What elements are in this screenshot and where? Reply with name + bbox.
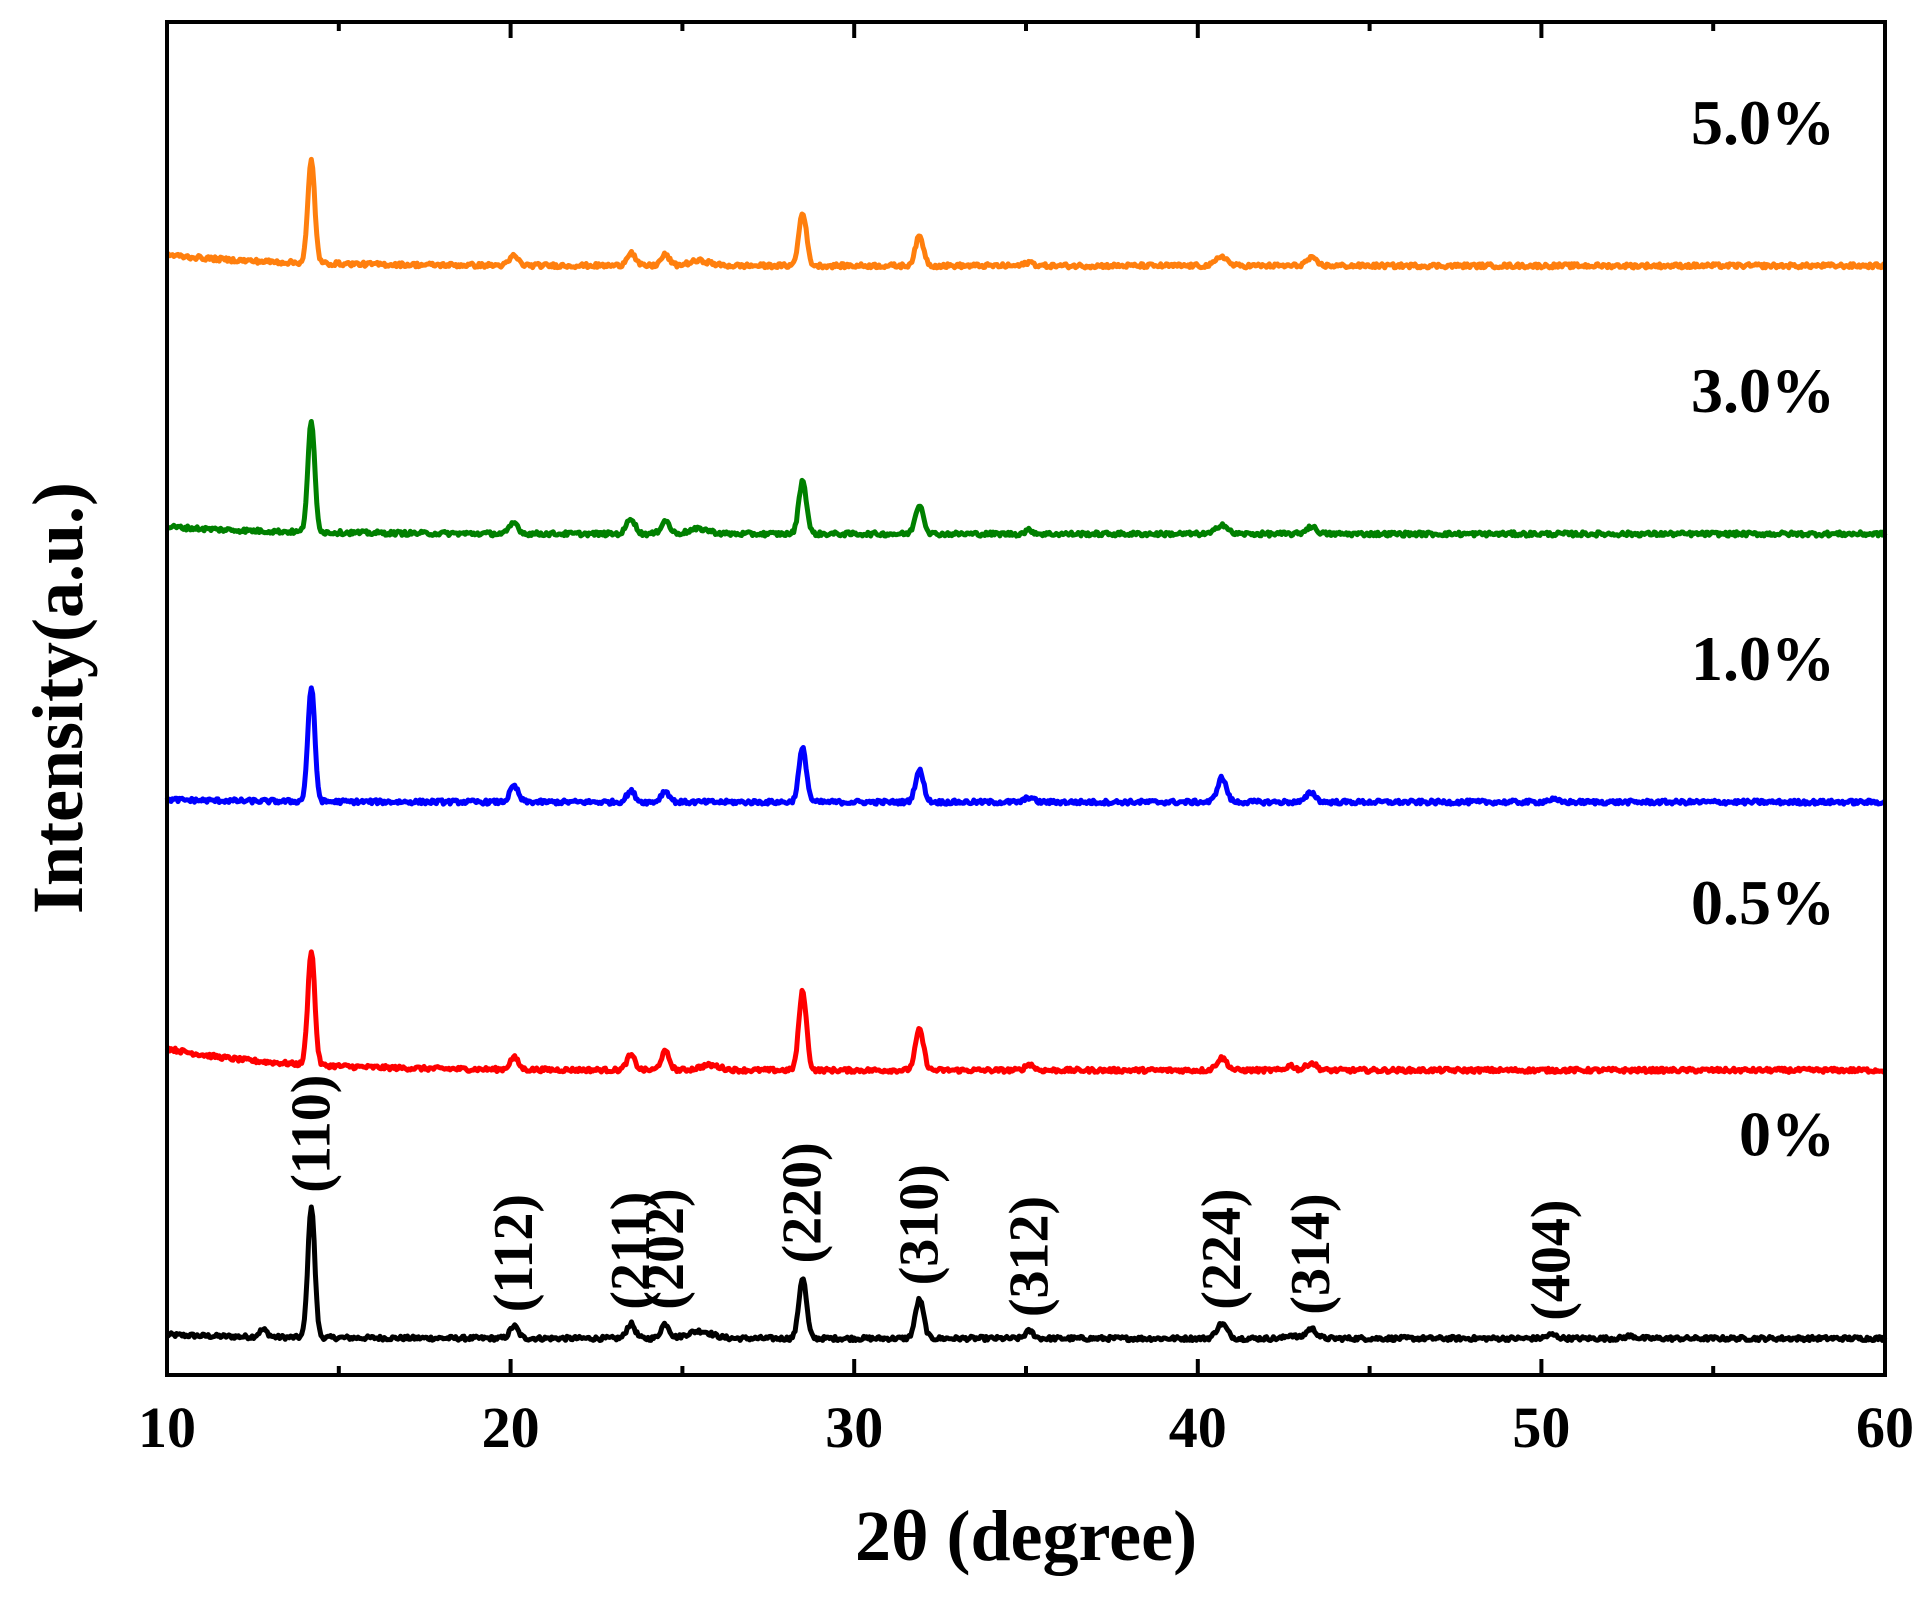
hkl-annotation: (310) (889, 1164, 951, 1285)
series-label: 1.0% (1691, 623, 1835, 694)
hkl-annotation: (312) (998, 1196, 1060, 1317)
hkl-annotation: (202) (634, 1188, 696, 1309)
series-line-1-0- (164, 685, 1888, 807)
hkl-annotation: (224) (1191, 1189, 1253, 1310)
y-axis-title: Intensity(a.u.) (18, 482, 98, 914)
hkl-annotation: (220) (772, 1142, 834, 1263)
hkl-annotation: (110) (280, 1075, 342, 1193)
series-label: 3.0% (1691, 355, 1835, 426)
series-line-0-5- (164, 949, 1888, 1075)
hkl-annotation: (211) (600, 1192, 662, 1310)
hkl-annotation: (314) (1280, 1193, 1342, 1314)
series-label: 5.0% (1691, 87, 1835, 158)
x-tick-label: 60 (1856, 1395, 1914, 1460)
x-tick-label: 10 (138, 1395, 196, 1460)
x-tick-label: 50 (1512, 1395, 1570, 1460)
annotation-layer: (110) (112) (211)(202) (220) (310) (312) (224)… (280, 1075, 1582, 1321)
x-axis-title: 2θ (degree) (855, 1496, 1197, 1576)
series-label: 0% (1739, 1099, 1835, 1170)
series-line-5-0- (165, 156, 1887, 271)
x-tick-label: 20 (482, 1395, 540, 1460)
series-layer (164, 156, 1888, 1344)
series-label: 0.5% (1691, 867, 1835, 938)
tick-layer: 10 20 30 40 50 60 (138, 22, 1914, 1460)
x-tick-label: 40 (1169, 1395, 1227, 1460)
series-line-0- (165, 1204, 1888, 1344)
series-line-3-0- (165, 419, 1888, 539)
hkl-annotation: (112) (483, 1194, 545, 1312)
series-label-layer: 0% 0.5% 1.0% 3.0% 5.0% (1691, 87, 1835, 1170)
x-tick-label: 30 (825, 1395, 883, 1460)
hkl-annotation: (404) (1521, 1200, 1583, 1321)
